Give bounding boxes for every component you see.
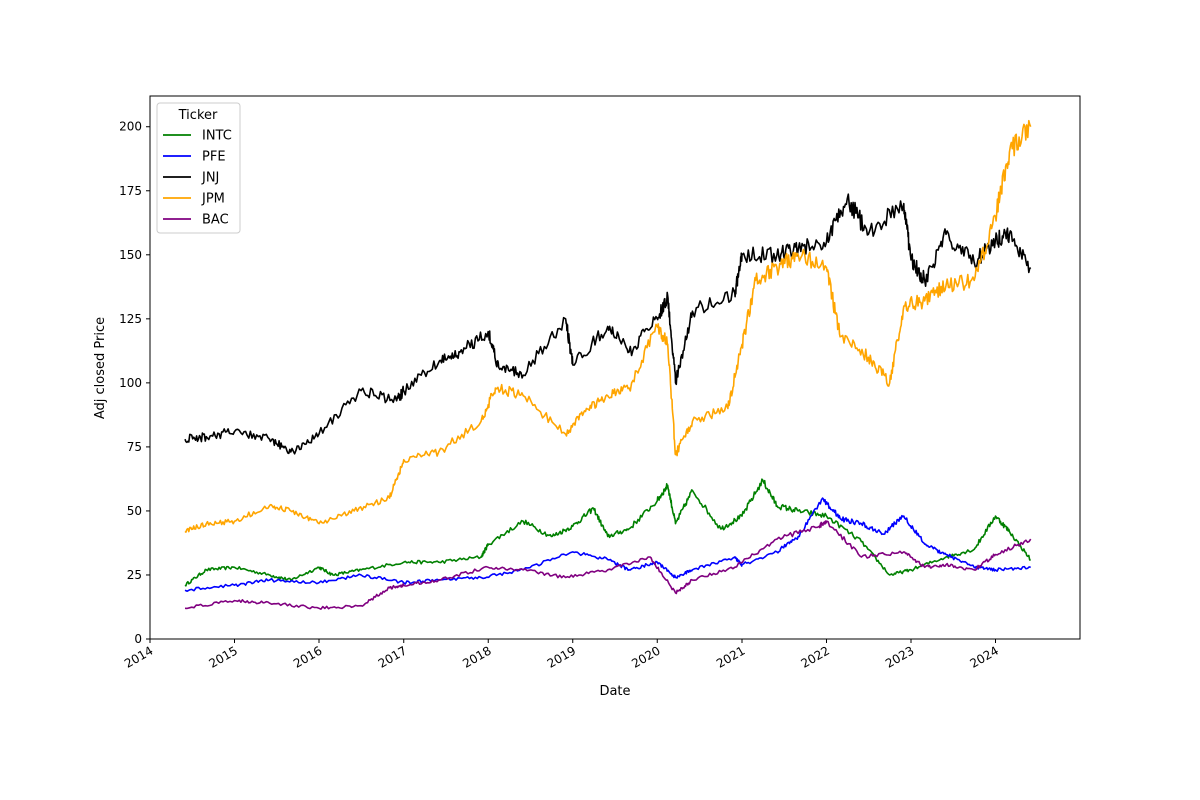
- series-line-jnj: [184, 193, 1032, 455]
- y-tick-label: 200: [119, 120, 142, 134]
- legend: Ticker INTC PFE JNJ JPM BAC: [156, 102, 241, 234]
- plot-frame: [149, 95, 1081, 640]
- series-line-jpm: [184, 119, 1032, 533]
- y-tick-label: 150: [119, 248, 142, 262]
- y-axis-label: Adj closed Price: [93, 317, 108, 419]
- legend-label-pfe: PFE: [202, 150, 226, 165]
- y-tick-label: 50: [127, 504, 142, 518]
- series-line-bac: [184, 520, 1032, 610]
- y-tick-label: 125: [119, 312, 142, 326]
- y-axis: 0 25 50 75 100 125 150 175 200: [119, 120, 150, 646]
- y-tick-label: 0: [134, 632, 142, 646]
- legend-label-bac: BAC: [202, 213, 229, 228]
- y-tick-label: 175: [119, 184, 142, 198]
- legend-title: Ticker: [178, 108, 218, 123]
- series-line-pfe: [184, 497, 1031, 592]
- legend-label-jnj: JNJ: [201, 171, 219, 186]
- series-line-intc: [184, 478, 1031, 587]
- series-layer: [184, 119, 1032, 610]
- y-tick-label: 25: [127, 568, 142, 582]
- legend-label-intc: INTC: [202, 129, 232, 144]
- legend-label-jpm: JPM: [201, 192, 225, 207]
- y-tick-label: 75: [127, 440, 142, 454]
- x-axis-label: Date: [599, 684, 630, 699]
- y-tick-label: 100: [119, 376, 142, 390]
